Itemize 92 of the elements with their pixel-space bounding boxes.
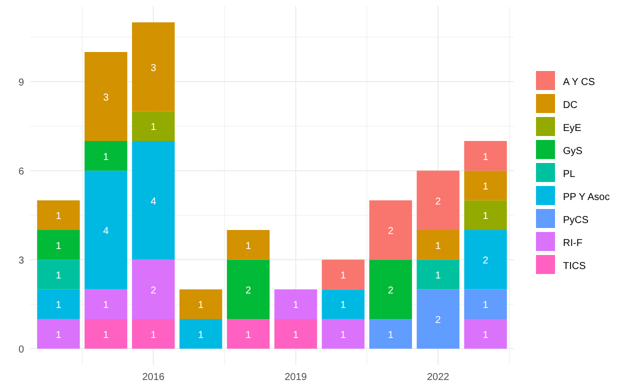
data-label: 2 — [388, 226, 394, 238]
data-label: 1 — [198, 330, 204, 341]
data-label: 1 — [435, 270, 442, 282]
y-tick-label: 0 — [18, 344, 24, 356]
data-label: 1 — [340, 330, 346, 341]
data-label: 1 — [292, 330, 299, 341]
bar — [37, 260, 80, 290]
bar — [179, 319, 222, 349]
data-label: 1 — [103, 300, 110, 312]
data-label: 3 — [150, 62, 157, 74]
bar — [226, 260, 270, 320]
bar — [84, 52, 128, 141]
bar — [416, 260, 460, 290]
legend-label: GyS — [563, 146, 583, 157]
bar — [84, 140, 128, 171]
bar — [132, 111, 175, 141]
data-label: 1 — [56, 211, 62, 222]
bar — [132, 22, 175, 112]
bar — [464, 230, 507, 290]
x-tick-label: 2016 — [142, 372, 165, 383]
data-label: 1 — [340, 300, 346, 312]
bar — [37, 200, 80, 230]
data-label: 2 — [482, 256, 489, 267]
bar — [369, 200, 412, 260]
legend-label: RI-F — [563, 238, 582, 249]
x-tick-label: 2019 — [284, 372, 308, 383]
bar — [132, 319, 175, 349]
bar — [416, 289, 460, 349]
bar — [132, 140, 175, 260]
data-label: 1 — [103, 330, 110, 341]
data-label: 1 — [482, 152, 489, 163]
data-label: 1 — [292, 300, 299, 312]
bar — [274, 289, 318, 320]
y-tick-label: 3 — [18, 256, 24, 267]
bar — [464, 140, 507, 171]
data-label: 1 — [340, 270, 346, 282]
data-label: 1 — [56, 300, 62, 312]
bar — [37, 230, 80, 260]
bar — [37, 319, 80, 349]
legend-label: DC — [563, 100, 578, 111]
y-tick-label: 9 — [18, 78, 24, 89]
bar — [322, 260, 365, 290]
bar — [369, 319, 412, 349]
data-label: 3 — [103, 92, 110, 104]
x-tick-label: 2022 — [426, 372, 450, 383]
data-label: 1 — [56, 330, 62, 341]
bar — [226, 230, 270, 260]
bar — [416, 170, 460, 230]
y-tick-label: 6 — [18, 166, 24, 178]
bar — [369, 260, 412, 320]
data-label: 1 — [56, 270, 62, 282]
bar — [464, 200, 507, 230]
data-label: 2 — [245, 285, 252, 296]
data-label: 1 — [482, 300, 489, 312]
bar — [464, 170, 507, 200]
bar — [84, 289, 128, 320]
data-label: 1 — [245, 240, 252, 252]
bar — [464, 319, 507, 349]
data-label: 1 — [103, 152, 110, 163]
bar — [322, 289, 365, 320]
bar — [322, 319, 365, 349]
data-label: 1 — [482, 211, 489, 222]
bar — [84, 319, 128, 349]
legend-label: PL — [563, 169, 576, 180]
data-label: 4 — [103, 226, 110, 238]
data-label: 1 — [150, 330, 157, 341]
legend-label: PP Y Asoc — [563, 192, 610, 203]
data-label: 4 — [150, 196, 157, 208]
data-label: 1 — [150, 122, 157, 134]
data-label: 2 — [388, 285, 394, 296]
bar — [179, 289, 222, 320]
bar — [84, 170, 128, 290]
data-label: 1 — [482, 330, 489, 341]
data-label: 2 — [150, 285, 157, 296]
bar — [226, 319, 270, 349]
data-label: 1 — [198, 300, 204, 312]
data-label: 1 — [435, 240, 442, 252]
data-label: 2 — [435, 196, 442, 208]
data-label: 1 — [388, 330, 394, 341]
legend-label: A Y CS — [563, 77, 596, 88]
bar — [132, 260, 175, 320]
data-label: 1 — [245, 330, 252, 341]
legend-label: PyCS — [563, 215, 589, 226]
legend-label: EyE — [563, 123, 582, 134]
legend-label: TICS — [563, 261, 586, 272]
bar — [416, 230, 460, 260]
bar — [274, 319, 318, 349]
data-label: 1 — [482, 182, 489, 192]
data-label: 1 — [56, 240, 62, 252]
bar — [464, 289, 507, 320]
bar — [37, 289, 80, 320]
data-label: 2 — [435, 315, 442, 326]
